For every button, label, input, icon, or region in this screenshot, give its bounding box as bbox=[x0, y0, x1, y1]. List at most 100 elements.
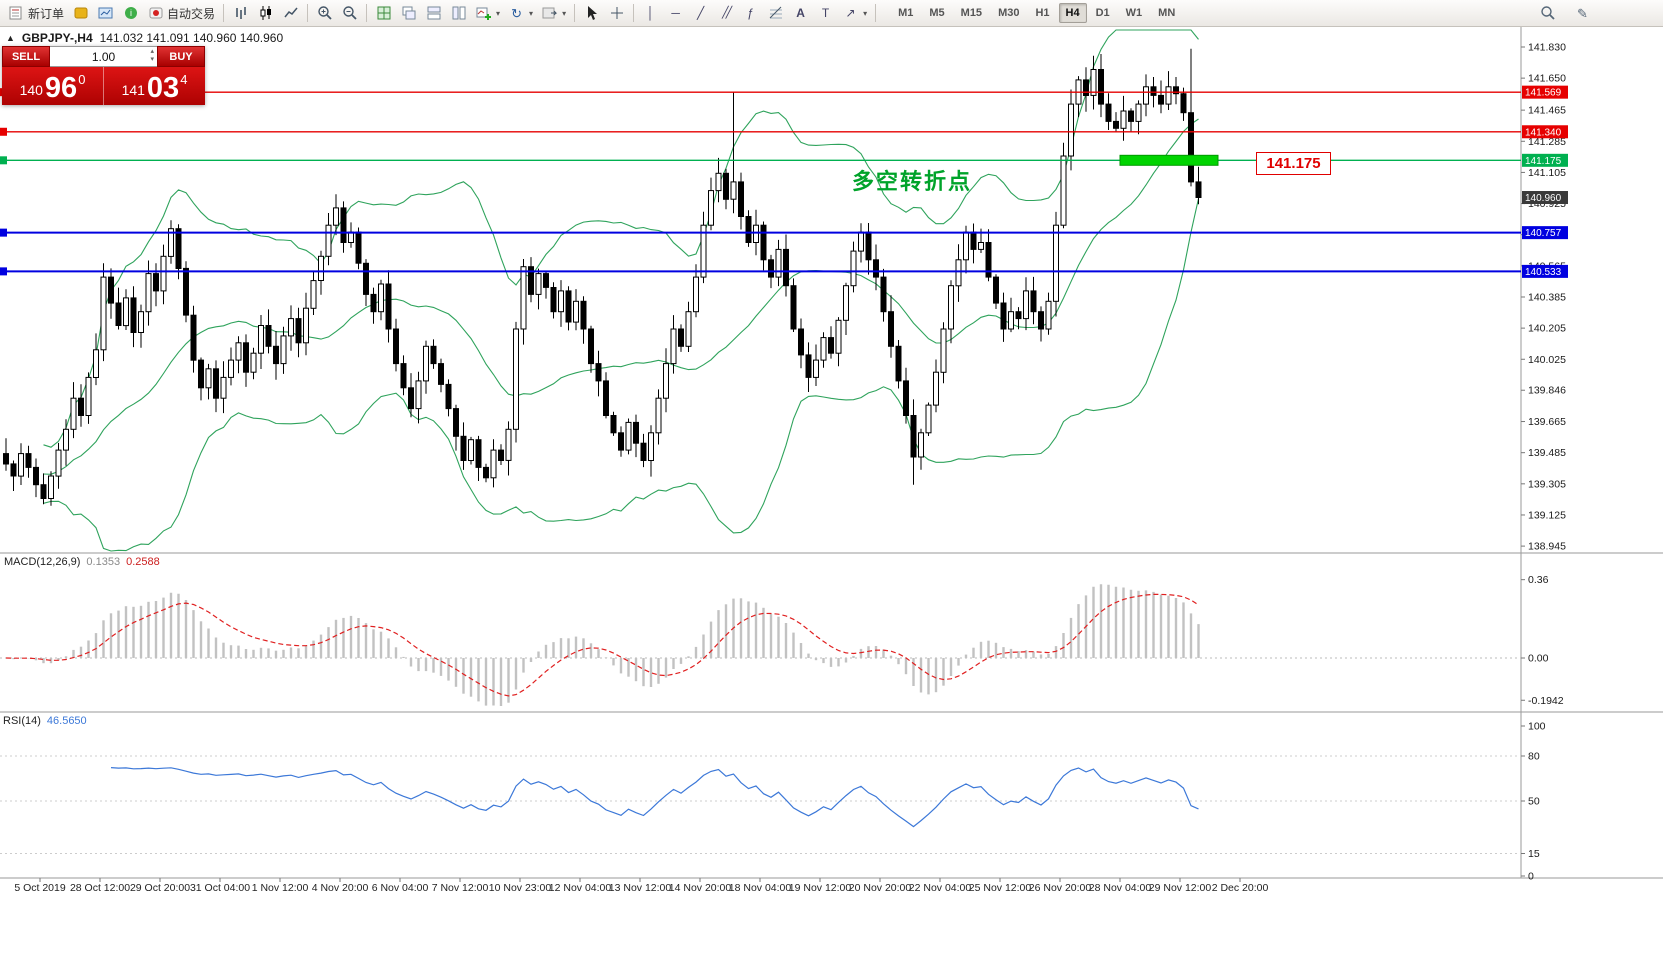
compose-button[interactable]: ✎ bbox=[1570, 2, 1595, 24]
cycle-symbols-button[interactable]: ↻ ▾ bbox=[504, 2, 537, 24]
one-click-trading-panel: SELL 1.00 ▴ ▾ BUY 140 96 0 141 03 4 bbox=[2, 46, 205, 105]
zoom-in-button[interactable] bbox=[312, 2, 337, 24]
timeframe-m1[interactable]: M1 bbox=[898, 7, 914, 19]
chart-line-button[interactable] bbox=[278, 2, 303, 24]
toolbar: 新订单 i 自动交易 ▾ ↻ ▾ ▾ │ ─ ╱ ╱╱ ƒ A T ↗ ▾ M1 M5 M15 M30 H1 H4 D1 W1… bbox=[0, 0, 1663, 27]
time-axis-label: 6 Nov 04:00 bbox=[372, 882, 429, 894]
line-left-tag[interactable] bbox=[0, 156, 7, 165]
tile-h-icon bbox=[425, 5, 442, 21]
data-window-button[interactable]: i bbox=[118, 2, 143, 24]
trendline-button[interactable]: ╱ bbox=[688, 2, 713, 24]
timeframe-d1[interactable]: D1 bbox=[1095, 7, 1110, 19]
hline-axis-label[interactable] bbox=[1522, 264, 1568, 278]
volume-down-icon[interactable]: ▾ bbox=[150, 56, 154, 64]
timeframe-mn[interactable]: MN bbox=[1158, 7, 1176, 19]
channel-button[interactable]: ╱╱ bbox=[713, 2, 738, 24]
volume-up-icon[interactable]: ▴ bbox=[150, 48, 154, 55]
templates-button[interactable]: ▾ bbox=[537, 2, 570, 24]
axis-tick-label: 141.830 bbox=[1528, 42, 1566, 54]
timeframe-h1[interactable]: H1 bbox=[1035, 7, 1050, 19]
hline-axis-label-text: 141.340 bbox=[1525, 127, 1562, 138]
axis-tick-label: 141.105 bbox=[1528, 167, 1566, 179]
rsi-pane: 100 80 50 15 0 bbox=[0, 721, 1546, 883]
charts-icon bbox=[97, 5, 114, 21]
timeframe-m30[interactable]: M30 bbox=[998, 7, 1020, 19]
time-axis-label: 14 Nov 20:00 bbox=[669, 882, 732, 894]
axis-tick-label: 140.025 bbox=[1528, 354, 1566, 366]
chart-bars-button[interactable] bbox=[228, 2, 253, 24]
tile-vertical-button[interactable] bbox=[446, 2, 471, 24]
chart-annotation: 多空转折点 bbox=[852, 169, 973, 194]
toolbar-separator bbox=[875, 4, 877, 22]
text-icon: A bbox=[796, 6, 805, 20]
cascade-windows-button[interactable] bbox=[396, 2, 421, 24]
tile-horizontal-button[interactable] bbox=[421, 2, 446, 24]
timeframe-m5[interactable]: M5 bbox=[929, 7, 945, 19]
hline-axis-label[interactable] bbox=[1522, 226, 1568, 240]
grid-button[interactable] bbox=[763, 2, 788, 24]
toolbar-separator bbox=[223, 4, 225, 22]
time-axis[interactable]: 5 Oct 2019 28 Oct 12:00 29 Oct 20:00 31 Oct… bbox=[14, 878, 1268, 894]
autotrading-button[interactable]: 自动交易 bbox=[143, 2, 219, 24]
label-button[interactable]: T bbox=[813, 2, 838, 24]
sell-price[interactable]: 140 96 0 bbox=[2, 67, 103, 105]
volume-stepper[interactable]: 1.00 ▴ ▾ bbox=[50, 46, 157, 67]
market-watch-button[interactable] bbox=[93, 2, 118, 24]
time-axis-label: 28 Nov 04:00 bbox=[1089, 882, 1152, 894]
time-axis-label: 25 Nov 12:00 bbox=[969, 882, 1032, 894]
zoom-out-button[interactable] bbox=[337, 2, 362, 24]
line-left-tag[interactable] bbox=[0, 127, 7, 136]
fibonacci-button[interactable]: ƒ bbox=[738, 2, 763, 24]
sell-button[interactable]: SELL bbox=[2, 46, 50, 67]
time-axis-label: 12 Nov 04:00 bbox=[549, 882, 612, 894]
price-callout-box[interactable]: 141.175 bbox=[1256, 152, 1331, 175]
current-price-text: 140.960 bbox=[1525, 193, 1562, 204]
axis-tick-label: 138.945 bbox=[1528, 541, 1566, 553]
hline-axis-label[interactable] bbox=[1522, 153, 1568, 167]
dropdown-caret-icon[interactable]: ▾ bbox=[562, 8, 567, 18]
dropdown-caret-icon[interactable]: ▾ bbox=[863, 8, 868, 18]
buy-button[interactable]: BUY bbox=[157, 46, 205, 67]
arrows-button[interactable]: ↗ ▾ bbox=[838, 2, 871, 24]
buy-price-main: 03 bbox=[146, 72, 180, 105]
search-button[interactable] bbox=[1535, 2, 1560, 24]
timeframe-w1[interactable]: W1 bbox=[1125, 7, 1143, 19]
tile-v-icon bbox=[450, 5, 467, 21]
hline-axis-label[interactable] bbox=[1522, 85, 1568, 99]
grid-icon bbox=[767, 5, 784, 21]
new-order-button[interactable]: 新订单 bbox=[4, 2, 68, 24]
highlight-zone[interactable] bbox=[1119, 154, 1219, 166]
horizontal-line-button[interactable]: ─ bbox=[663, 2, 688, 24]
toolbar-separator bbox=[307, 4, 309, 22]
metaeditor-button[interactable] bbox=[68, 2, 93, 24]
hline-axis-label[interactable] bbox=[1522, 125, 1568, 139]
ohlc-values: 141.032 141.091 140.960 140.960 bbox=[99, 31, 284, 45]
cursor-icon bbox=[583, 5, 600, 21]
toolbar-separator bbox=[366, 4, 368, 22]
buy-price[interactable]: 141 03 4 bbox=[103, 67, 205, 105]
bollinger-lower-band bbox=[43, 198, 1200, 552]
chart-candles-button[interactable] bbox=[253, 2, 278, 24]
line-left-tag[interactable] bbox=[0, 228, 7, 237]
collapse-panel-icon[interactable]: ▲ bbox=[6, 33, 15, 43]
line-left-tag[interactable] bbox=[0, 267, 7, 276]
dropdown-caret-icon[interactable]: ▾ bbox=[529, 8, 534, 18]
timeframe-h4[interactable]: H4 bbox=[1058, 3, 1087, 23]
dropdown-caret-icon[interactable]: ▾ bbox=[496, 8, 501, 18]
crosshair-button[interactable] bbox=[604, 2, 629, 24]
timeframe-m15[interactable]: M15 bbox=[960, 7, 983, 19]
vertical-line-button[interactable]: │ bbox=[638, 2, 663, 24]
buy-price-pip: 4 bbox=[180, 72, 188, 87]
help-icon: i bbox=[122, 5, 139, 21]
axis-tick-label: 139.485 bbox=[1528, 447, 1566, 459]
cycle-icon: ↻ bbox=[511, 5, 522, 21]
rsi-axis-label: 0 bbox=[1528, 871, 1534, 883]
cursor-button[interactable] bbox=[579, 2, 604, 24]
axis-tick-label: 139.125 bbox=[1528, 509, 1566, 521]
tile-windows-button[interactable] bbox=[371, 2, 396, 24]
text-button[interactable]: A bbox=[788, 2, 813, 24]
macd-main-value: 0.1353 bbox=[86, 556, 121, 568]
axis-tick-label: 141.650 bbox=[1528, 73, 1566, 85]
add-indicator-button[interactable]: ▾ bbox=[471, 2, 504, 24]
